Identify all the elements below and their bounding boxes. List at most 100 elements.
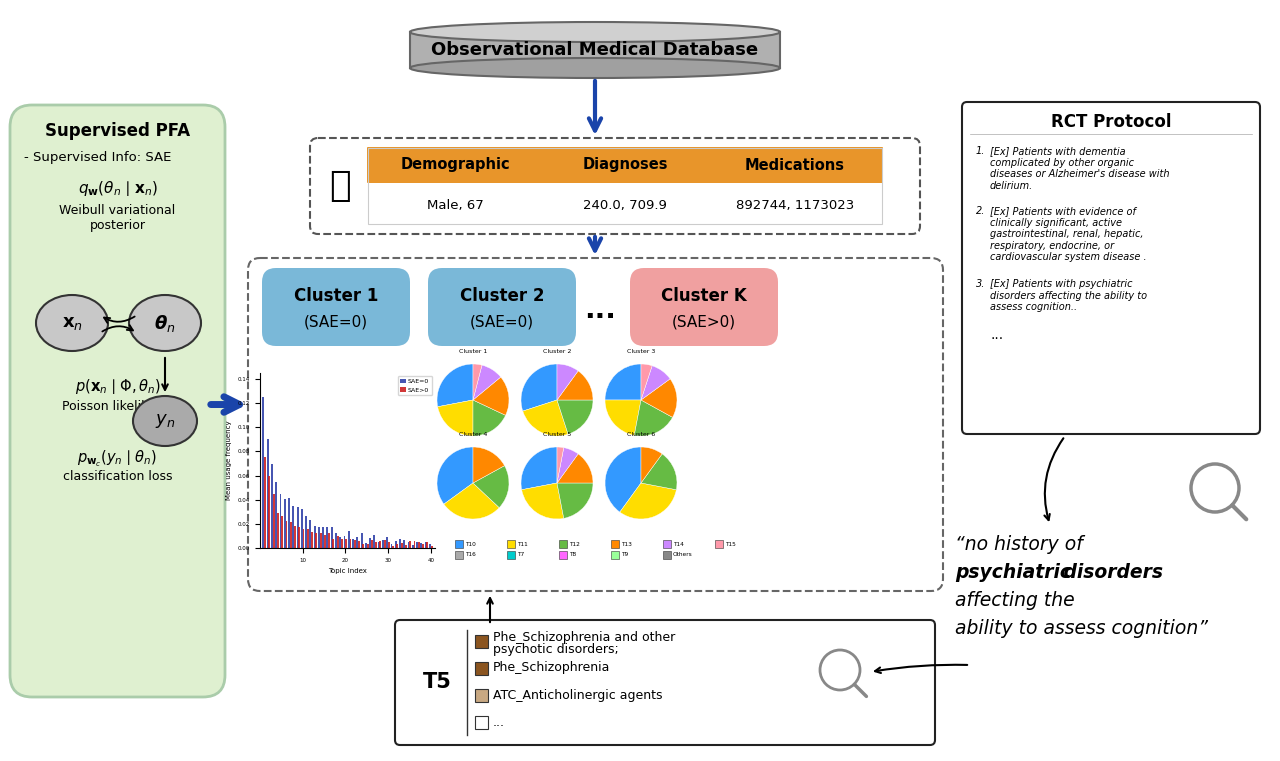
Bar: [404, 545, 407, 548]
Bar: [378, 543, 380, 548]
Bar: [279, 494, 282, 548]
Bar: [507, 551, 515, 559]
Wedge shape: [436, 364, 474, 406]
Bar: [305, 516, 307, 548]
Text: [Ex] Patients with dementia
complicated by other organic
diseases or Alzheimer's: [Ex] Patients with dementia complicated …: [989, 146, 1170, 191]
Ellipse shape: [410, 58, 780, 78]
Bar: [417, 542, 420, 548]
Bar: [412, 545, 413, 548]
Bar: [365, 543, 367, 548]
Wedge shape: [635, 400, 672, 436]
Text: [Ex] Patients with evidence of
clinically significant, active
gastrointestinal, : [Ex] Patients with evidence of clinicall…: [989, 206, 1147, 263]
Bar: [390, 544, 393, 548]
Ellipse shape: [410, 22, 780, 42]
Bar: [356, 537, 358, 548]
Bar: [366, 544, 369, 548]
Wedge shape: [521, 364, 557, 411]
Wedge shape: [521, 447, 557, 490]
Wedge shape: [641, 366, 671, 400]
FancyBboxPatch shape: [310, 138, 920, 234]
Bar: [716, 540, 723, 548]
Wedge shape: [474, 365, 500, 400]
Bar: [430, 546, 433, 548]
Text: $\mathbf{x}_n$: $\mathbf{x}_n$: [61, 314, 82, 332]
Bar: [294, 526, 296, 548]
Bar: [384, 540, 385, 548]
Bar: [262, 397, 265, 548]
Bar: [266, 439, 269, 548]
Text: Cluster 1: Cluster 1: [294, 287, 378, 305]
Bar: [387, 537, 388, 548]
Bar: [399, 539, 401, 548]
Bar: [302, 530, 305, 548]
Wedge shape: [557, 447, 563, 483]
Text: $q_\mathbf{w}(\theta_n \mid \mathbf{x}_n)$: $q_\mathbf{w}(\theta_n \mid \mathbf{x}_n…: [78, 180, 157, 199]
Text: disorders: disorders: [1057, 563, 1164, 582]
Bar: [358, 541, 360, 548]
Text: T15: T15: [724, 542, 736, 546]
Text: Diagnoses: Diagnoses: [582, 158, 668, 173]
Bar: [379, 541, 381, 548]
Bar: [339, 537, 342, 548]
FancyBboxPatch shape: [10, 105, 225, 697]
Bar: [323, 527, 324, 548]
Bar: [362, 544, 365, 548]
Text: psychiatric: psychiatric: [955, 563, 1071, 582]
Bar: [475, 689, 488, 702]
Text: [Ex] Patients with psychiatric
disorders affecting the ability to
assess cogniti: [Ex] Patients with psychiatric disorders…: [989, 279, 1147, 312]
Bar: [326, 527, 329, 548]
Text: 240.0, 709.9: 240.0, 709.9: [584, 199, 667, 212]
Bar: [397, 544, 398, 548]
FancyBboxPatch shape: [248, 258, 943, 591]
Text: Phe_Schizophrenia: Phe_Schizophrenia: [493, 661, 611, 674]
Text: Supervised PFA: Supervised PFA: [45, 122, 189, 140]
Bar: [311, 532, 314, 548]
Text: $p_{\mathbf{w}_c}(y_n \mid \theta_n)$: $p_{\mathbf{w}_c}(y_n \mid \theta_n)$: [77, 449, 157, 470]
Legend: SAE=0, SAE>0: SAE=0, SAE>0: [398, 376, 431, 395]
Bar: [374, 535, 375, 548]
Bar: [559, 551, 567, 559]
Bar: [285, 521, 288, 548]
Wedge shape: [605, 400, 641, 435]
Wedge shape: [557, 371, 593, 400]
Text: Weibull variational: Weibull variational: [59, 205, 175, 218]
Bar: [348, 531, 349, 548]
Bar: [361, 533, 362, 548]
Bar: [369, 538, 371, 548]
Bar: [429, 543, 431, 548]
Text: Cluster K: Cluster K: [662, 287, 746, 305]
Bar: [324, 536, 326, 548]
Bar: [271, 463, 273, 548]
Ellipse shape: [133, 396, 197, 446]
Text: T11: T11: [517, 542, 527, 546]
Wedge shape: [557, 454, 593, 483]
Wedge shape: [474, 466, 509, 508]
Bar: [315, 533, 317, 548]
FancyBboxPatch shape: [963, 102, 1260, 434]
Wedge shape: [474, 400, 506, 436]
Text: (SAE>0): (SAE>0): [672, 314, 736, 330]
Bar: [403, 540, 406, 548]
Text: T13: T13: [621, 542, 632, 546]
Bar: [340, 539, 343, 548]
Bar: [611, 551, 620, 559]
Text: Others: Others: [673, 552, 692, 558]
Wedge shape: [438, 400, 474, 436]
Bar: [301, 508, 303, 548]
Text: $y_n$: $y_n$: [155, 412, 175, 430]
Bar: [426, 542, 429, 548]
Bar: [507, 540, 515, 548]
Text: $p(\mathbf{x}_n \mid \Phi,\theta_n)$: $p(\mathbf{x}_n \mid \Phi,\theta_n)$: [74, 377, 160, 396]
FancyBboxPatch shape: [428, 268, 576, 346]
Ellipse shape: [36, 295, 108, 351]
Wedge shape: [641, 364, 652, 400]
Wedge shape: [436, 447, 474, 504]
X-axis label: Topic Index: Topic Index: [328, 568, 367, 575]
Wedge shape: [557, 447, 579, 483]
Text: classification loss: classification loss: [63, 470, 173, 483]
Text: RCT Protocol: RCT Protocol: [1051, 113, 1171, 131]
Bar: [282, 516, 283, 548]
Text: Cluster 2: Cluster 2: [460, 287, 544, 305]
FancyBboxPatch shape: [262, 268, 410, 346]
Text: 892744, 1173023: 892744, 1173023: [736, 199, 854, 212]
